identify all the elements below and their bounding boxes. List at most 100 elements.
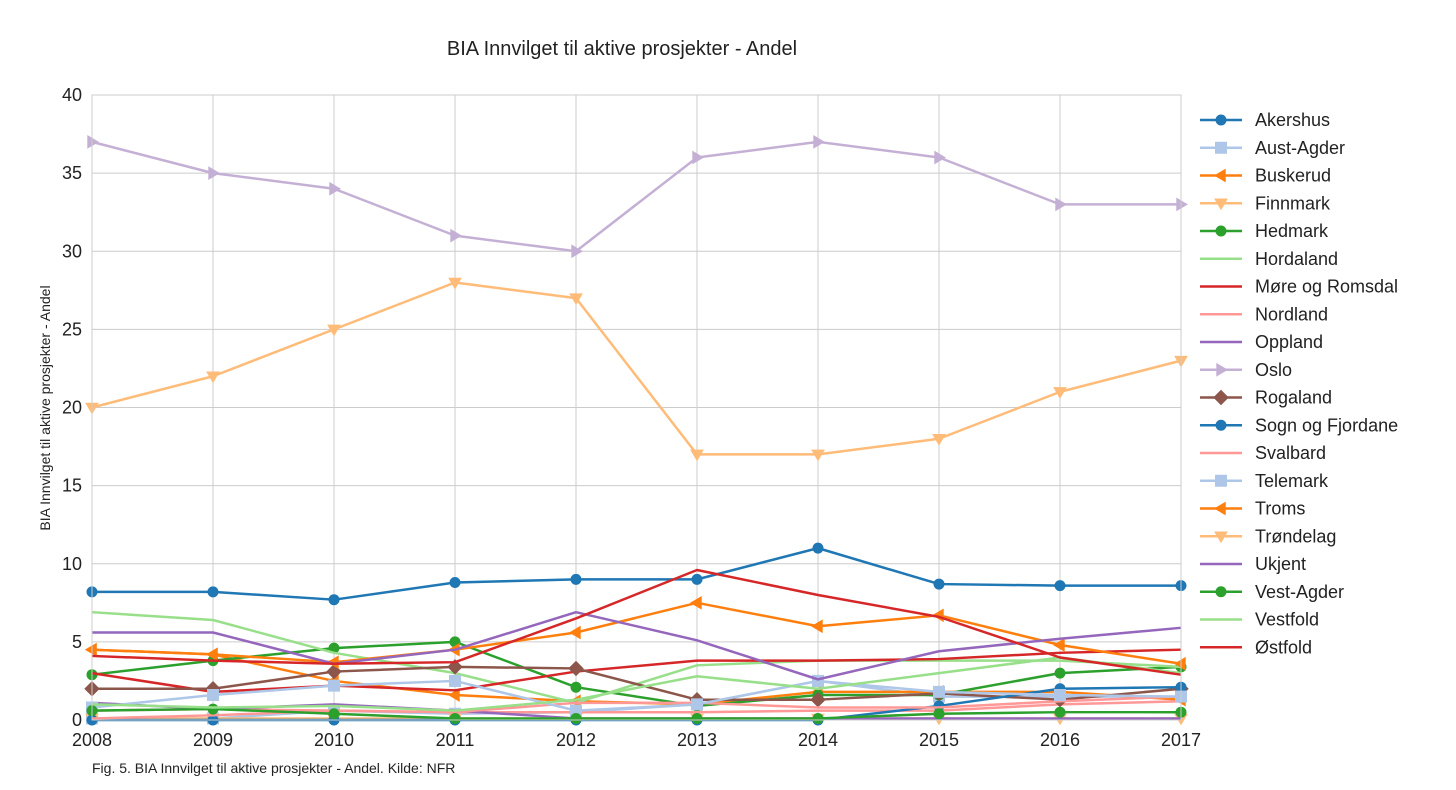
series-line [91, 707, 1181, 720]
x-axis-ticks: 2008 2009 2010 2011 2012 2013 2014 2015 2016 2017 [72, 730, 1201, 750]
figure-caption: Fig. 5. BIA Innvilget til aktive prosjek… [92, 760, 456, 776]
data-point [812, 674, 824, 687]
data-point [87, 135, 99, 149]
legend-label: Møre og Romsdal [1255, 277, 1398, 297]
x-tick-label: 2013 [677, 730, 717, 750]
series-line [91, 700, 1182, 714]
series-line [91, 648, 1182, 694]
x-tick-label: 2012 [556, 730, 596, 750]
data-point [207, 689, 219, 701]
data-point [327, 324, 341, 337]
legend-entry: Telemark [1200, 471, 1329, 491]
series-vestfold [91, 656, 1182, 712]
data-point [1054, 706, 1066, 718]
data-point [206, 647, 218, 662]
legend-marker [1213, 389, 1229, 406]
data-point [329, 181, 341, 196]
x-tick-label: 2011 [436, 730, 475, 750]
data-point [1053, 387, 1067, 399]
x-tick-label: 2015 [919, 730, 959, 750]
data-point [208, 166, 220, 180]
data-point [450, 228, 462, 243]
series-østfold [91, 568, 1182, 676]
data-point [448, 688, 460, 702]
series-svalbard [91, 695, 1182, 720]
x-tick-label: 2017 [1161, 730, 1201, 750]
x-tick-label: 2010 [314, 730, 354, 750]
y-tick-label: 10 [62, 554, 82, 574]
data-point [1053, 638, 1065, 652]
data-point [571, 244, 583, 259]
legend-label: Aust-Agder [1255, 138, 1345, 158]
y-tick-label: 25 [62, 319, 82, 339]
series-troms [85, 595, 1186, 671]
legend-label: Ukjent [1255, 554, 1306, 574]
legend-entry: Sogn og Fjordane [1200, 415, 1398, 435]
legend-label: Trøndelag [1255, 526, 1336, 546]
data-point [207, 703, 219, 715]
data-point [933, 708, 945, 720]
legend-marker [1215, 225, 1227, 237]
data-point [449, 674, 461, 687]
legend-entry: Møre og Romsdal [1200, 277, 1398, 297]
y-tick-label: 35 [62, 163, 82, 183]
data-point [568, 660, 584, 677]
y-tick-label: 30 [62, 241, 82, 261]
legend-marker [1215, 474, 1227, 487]
legend-label: Sogn og Fjordane [1255, 415, 1398, 435]
data-point [569, 625, 581, 640]
y-axis-ticks: 0 5 10 15 20 25 30 35 40 [62, 85, 82, 730]
data-point [326, 663, 342, 680]
series-line [91, 679, 1182, 712]
chart-title: BIA Innvilget til aktive prosjekter - An… [447, 38, 797, 60]
y-tick-label: 40 [62, 85, 82, 105]
legend-marker [1215, 141, 1227, 154]
legend-label: Oslo [1255, 360, 1292, 380]
data-point [690, 449, 704, 462]
legend-label: Vestfold [1255, 610, 1319, 630]
data-point [1054, 667, 1066, 679]
legend-marker [1215, 419, 1227, 431]
data-point [933, 685, 945, 698]
data-point [812, 712, 824, 724]
y-tick-label: 0 [72, 710, 82, 730]
x-tick-label: 2014 [798, 730, 838, 750]
series-line [92, 546, 1181, 601]
legend-entry: Svalbard [1200, 443, 1326, 463]
series-line [91, 140, 1181, 253]
series-line [91, 640, 1182, 708]
data-point [328, 594, 340, 606]
legend-entry: Rogaland [1200, 388, 1332, 408]
data-point [1176, 197, 1188, 212]
data-point [932, 434, 946, 446]
legend-entry: Østfold [1200, 637, 1312, 657]
data-point [1055, 197, 1067, 212]
data-point [691, 573, 703, 585]
data-point [570, 712, 582, 724]
series-line [91, 656, 1182, 712]
series-line [91, 601, 1182, 665]
legend-entry: Akershus [1200, 110, 1330, 130]
plot-border [91, 94, 1182, 721]
data-point [691, 698, 703, 711]
legend-entry: Vestfold [1200, 610, 1319, 630]
data-point [811, 619, 823, 634]
legend-entry: Oppland [1200, 332, 1323, 352]
data-point [690, 595, 702, 610]
legend-entry: Vest-Agder [1200, 582, 1344, 602]
series-layer [84, 135, 1189, 726]
legend-entry: Finnmark [1200, 193, 1331, 213]
data-point [692, 150, 704, 165]
legend-label: Oppland [1255, 332, 1323, 352]
legend-entry: Ukjent [1200, 554, 1306, 574]
data-point [1054, 580, 1066, 592]
legend-entry: Aust-Agder [1200, 138, 1345, 158]
legend-label: Rogaland [1255, 388, 1332, 408]
legend-entry: Hordaland [1200, 249, 1338, 269]
series-møre-og-romsdal [91, 648, 1182, 694]
y-tick-label: 20 [62, 398, 82, 418]
legend-marker [1214, 531, 1228, 544]
y-axis-label: BIA Innvilget til aktive prosjekter - An… [37, 285, 53, 530]
data-point [811, 449, 825, 462]
